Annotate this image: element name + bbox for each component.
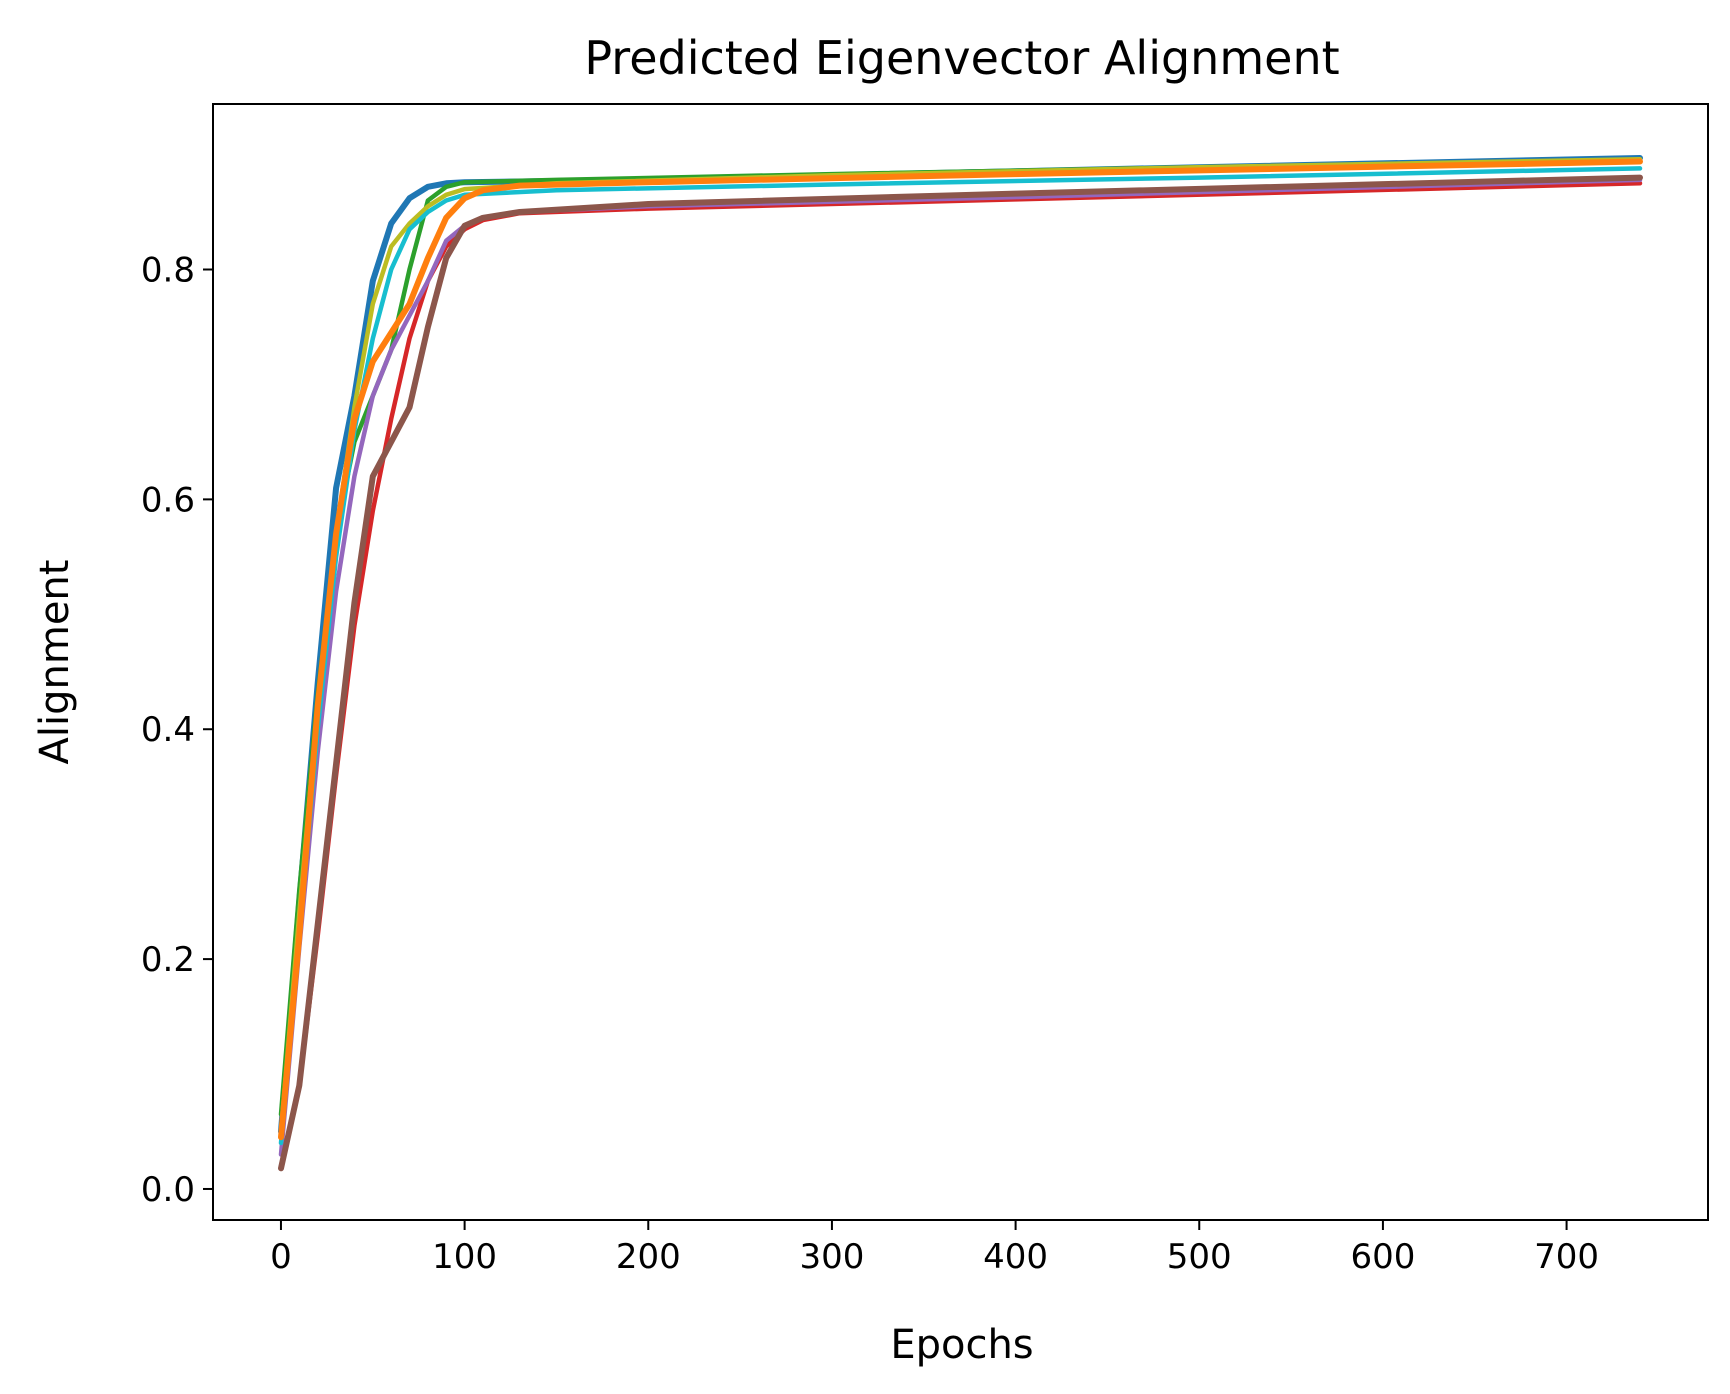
plot-area: [278, 155, 1643, 1172]
series-line-5: [278, 174, 1643, 1172]
x-axis: 0 100 200 300 400 500 600 700: [270, 1220, 1599, 1277]
y-tick-label: 0.8: [141, 251, 195, 291]
x-tick-label: 100: [432, 1237, 497, 1277]
y-axis: 0.0 0.2 0.4 0.6 0.8: [141, 251, 213, 1210]
x-tick-label: 600: [1350, 1237, 1415, 1277]
x-tick-label: 700: [1534, 1237, 1599, 1277]
x-tick-label: 400: [983, 1237, 1048, 1277]
chart-title: Predicted Eigenvector Alignment: [584, 31, 1339, 85]
x-axis-label: Epochs: [890, 1322, 1033, 1368]
x-tick-label: 0: [270, 1237, 292, 1277]
y-tick-label: 0.2: [141, 940, 195, 980]
y-tick-label: 0.0: [141, 1170, 195, 1210]
series-line-8: [278, 158, 1643, 1141]
y-tick-label: 0.6: [141, 480, 195, 520]
x-tick-label: 300: [799, 1237, 864, 1277]
x-tick-label: 500: [1167, 1237, 1232, 1277]
y-tick-label: 0.4: [141, 710, 195, 750]
x-tick-label: 200: [616, 1237, 681, 1277]
plot-frame: [212, 103, 1709, 1221]
y-axis-label: Alignment: [32, 560, 78, 765]
